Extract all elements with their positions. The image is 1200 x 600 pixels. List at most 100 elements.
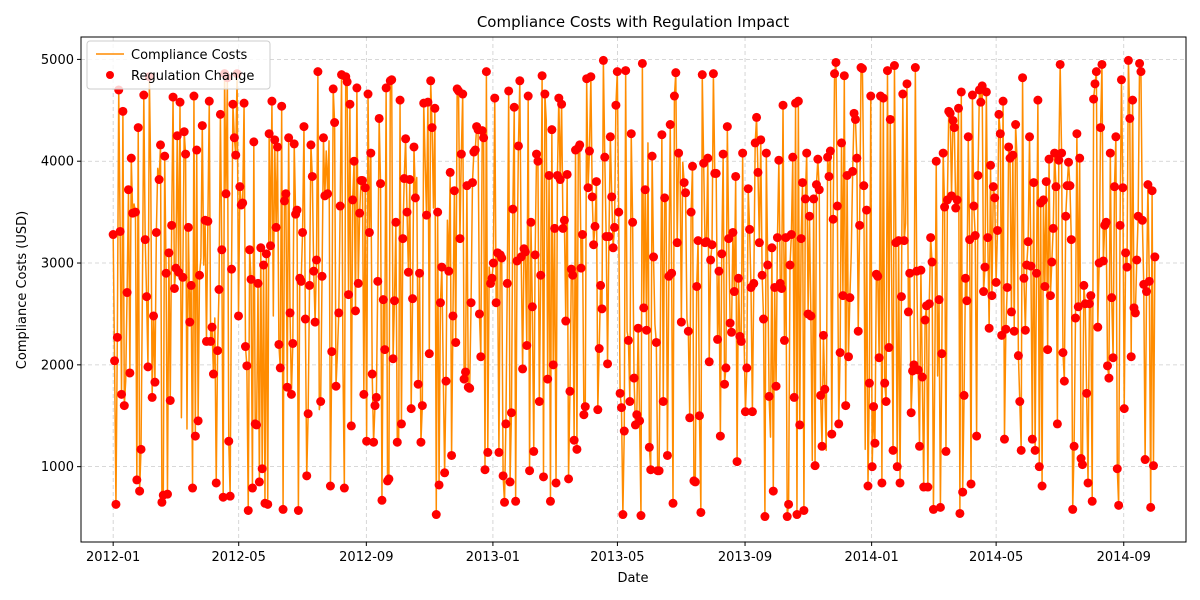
regulation-change-marker — [140, 235, 150, 245]
regulation-change-marker — [167, 220, 177, 230]
regulation-change-marker — [480, 465, 490, 475]
regulation-change-marker — [970, 231, 980, 241]
regulation-change-marker — [451, 337, 461, 347]
regulation-change-marker — [245, 245, 255, 255]
regulation-change-marker — [1061, 211, 1071, 221]
regulation-change-marker — [1050, 148, 1060, 158]
regulation-change-marker — [665, 120, 675, 130]
regulation-change-marker — [313, 67, 323, 77]
regulation-change-marker — [986, 160, 996, 170]
regulation-change-marker — [437, 262, 447, 272]
regulation-change-marker — [279, 196, 289, 206]
regulation-change-marker — [759, 314, 769, 324]
regulation-change-marker — [511, 496, 521, 506]
regulation-change-marker — [532, 149, 542, 159]
regulation-change-marker — [951, 203, 961, 213]
regulation-change-marker — [122, 288, 132, 298]
regulation-change-marker — [642, 325, 652, 335]
regulation-change-marker — [754, 238, 764, 248]
regulation-change-marker — [359, 389, 369, 399]
regulation-change-marker — [903, 307, 913, 317]
regulation-change-marker — [261, 249, 271, 259]
regulation-change-marker — [243, 505, 253, 515]
regulation-change-marker — [697, 70, 707, 80]
regulation-change-marker — [545, 496, 555, 506]
regulation-change-marker — [264, 129, 274, 139]
regulation-change-marker — [1147, 186, 1157, 196]
regulation-change-marker — [331, 381, 341, 391]
regulation-change-marker — [1016, 445, 1026, 455]
regulation-change-marker — [935, 502, 945, 512]
regulation-change-marker — [579, 410, 589, 420]
regulation-change-marker — [572, 444, 582, 454]
regulation-change-marker — [1090, 79, 1100, 89]
regulation-change-marker — [406, 404, 416, 414]
regulation-change-marker — [991, 277, 1001, 287]
regulation-change-marker — [427, 123, 437, 133]
regulation-change-marker — [1043, 345, 1053, 355]
regulation-change-marker — [1029, 178, 1039, 188]
regulation-change-marker — [688, 161, 698, 171]
x-axis-label: Date — [617, 571, 648, 586]
regulation-change-marker — [733, 273, 743, 283]
regulation-change-marker — [292, 205, 302, 215]
chart-title: Compliance Costs with Regulation Impact — [477, 13, 789, 31]
regulation-change-marker — [715, 431, 725, 441]
regulation-change-marker — [529, 446, 539, 456]
regulation-change-marker — [874, 353, 884, 363]
regulation-change-marker — [743, 184, 753, 194]
regulation-change-marker — [440, 468, 450, 478]
regulation-change-marker — [274, 339, 284, 349]
regulation-change-marker — [207, 322, 217, 332]
regulation-change-marker — [934, 295, 944, 305]
regulation-change-marker — [792, 510, 802, 520]
regulation-change-marker — [1111, 132, 1121, 142]
regulation-change-marker — [1107, 293, 1117, 303]
regulation-change-marker — [841, 401, 851, 411]
regulation-change-marker — [814, 185, 824, 195]
regulation-change-marker — [623, 335, 633, 345]
regulation-change-marker — [976, 97, 986, 107]
regulation-change-marker — [727, 327, 736, 337]
regulation-change-marker — [317, 271, 327, 281]
regulation-change-marker — [813, 154, 823, 164]
regulation-change-marker — [761, 148, 771, 158]
regulation-change-marker — [1077, 460, 1087, 470]
regulation-change-marker — [481, 67, 491, 77]
regulation-change-marker — [193, 416, 203, 426]
regulation-change-marker — [318, 133, 328, 143]
regulation-change-marker — [720, 379, 730, 389]
regulation-change-marker — [388, 354, 398, 364]
regulation-change-marker — [534, 397, 544, 406]
regulation-change-marker — [430, 103, 440, 113]
regulation-change-marker — [674, 148, 684, 158]
regulation-change-marker — [204, 96, 214, 106]
regulation-change-marker — [830, 69, 840, 79]
regulation-change-marker — [1086, 291, 1096, 301]
regulation-change-marker — [1079, 280, 1089, 290]
regulation-change-marker — [832, 201, 842, 211]
regulation-change-marker — [254, 477, 264, 487]
regulation-change-marker — [168, 92, 178, 102]
regulation-change-marker — [188, 483, 198, 493]
regulation-change-marker — [470, 145, 480, 155]
regulation-change-marker — [246, 274, 256, 284]
regulation-change-marker — [213, 346, 223, 356]
regulation-change-marker — [577, 230, 587, 240]
regulation-change-marker — [352, 83, 362, 93]
regulation-change-marker — [349, 156, 359, 166]
regulation-change-marker — [902, 79, 912, 89]
regulation-change-marker — [530, 250, 540, 260]
regulation-change-marker — [310, 317, 320, 327]
regulation-change-marker — [371, 392, 381, 402]
regulation-change-marker — [526, 217, 536, 227]
regulation-change-marker — [711, 168, 721, 178]
regulation-change-marker — [169, 283, 179, 293]
regulation-change-marker — [707, 240, 717, 250]
regulation-change-marker — [600, 152, 610, 162]
regulation-change-marker — [837, 138, 847, 148]
regulation-change-marker — [373, 276, 383, 286]
regulation-change-marker — [764, 391, 774, 401]
regulation-change-marker — [228, 99, 238, 109]
regulation-change-marker — [422, 210, 432, 220]
